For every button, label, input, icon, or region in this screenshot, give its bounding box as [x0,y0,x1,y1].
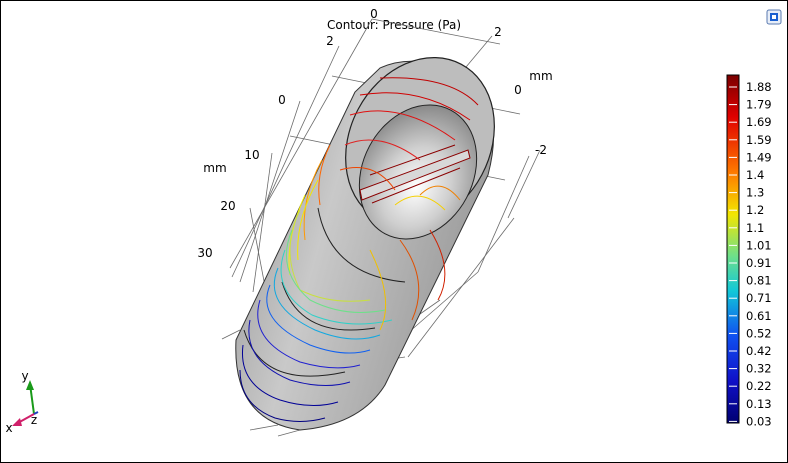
triad-x-label: x [5,421,12,435]
legend-value: 0.22 [746,379,772,393]
legend-value: 1.59 [746,133,772,147]
z-tick-1: 10 [244,148,259,162]
legend-value: 0.13 [746,397,772,411]
legend-value: 1.2 [746,203,764,217]
navigation-icon[interactable] [766,9,782,25]
y-tick-1: 0 [514,83,522,97]
legend-value: 1.4 [746,168,764,182]
plot-title: Contour: Pressure (Pa) [327,18,461,32]
legend-value: 1.69 [746,115,772,129]
z-tick-3: 30 [197,246,212,260]
axis-triad: y x z [5,369,39,435]
legend-value: 1.1 [746,221,764,235]
pressure-contours [239,77,479,422]
legend-value: 1.3 [746,186,764,200]
legend-value: 1.88 [746,80,772,94]
y-axis-unit: mm [529,69,552,83]
legend-value: 0.03 [746,414,772,428]
z-tick-2: 20 [220,199,235,213]
legend-value: 0.52 [746,326,772,340]
legend-value: 1.79 [746,98,772,112]
legend-value: 0.81 [746,274,772,288]
z-tick-0: 0 [278,93,286,107]
legend-value: 0.32 [746,362,772,376]
z-axis-unit: mm [203,161,226,175]
legend-value: 0.61 [746,309,772,323]
pipe-geometry [235,57,495,431]
legend-value: 0.71 [746,291,772,305]
x-tick-0: 0 [370,7,378,21]
legend-value: 1.49 [746,150,772,164]
legend-value: 0.42 [746,344,772,358]
axis-labels: 0 2 2 0 -2 mm 0 10 20 30 mm [197,7,552,260]
color-bar [726,74,740,424]
x-tick-1: 2 [326,34,334,48]
color-legend: 1.88 1.79 1.69 1.59 1.49 1.4 1.3 1.2 1.1 1.01 0.91… [726,74,772,428]
legend-value: 1.01 [746,238,772,252]
y-tick-2: -2 [535,143,547,157]
y-tick-0: 2 [494,25,502,39]
legend-value: 0.91 [746,256,772,270]
triad-y-label: y [21,369,28,383]
triad-z-label: z [31,413,37,427]
